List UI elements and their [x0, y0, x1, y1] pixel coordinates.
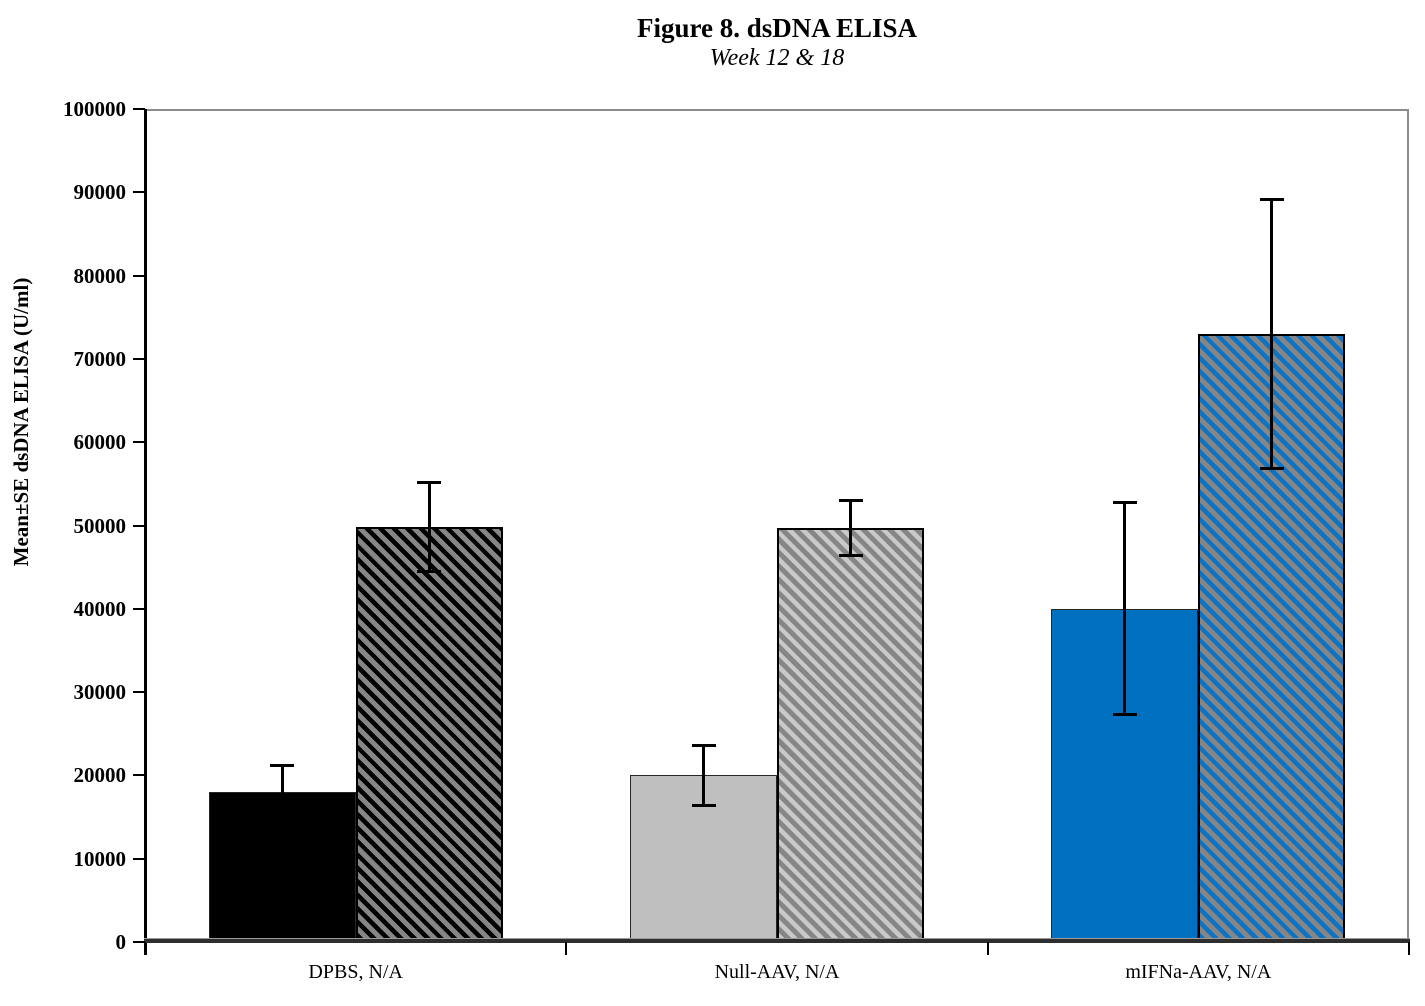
error-bar-cap-top	[1112, 501, 1137, 505]
error-bar-cap-top	[691, 743, 716, 747]
plot-border-top	[145, 109, 1409, 111]
y-axis-tick	[133, 607, 145, 610]
y-tick-label: 80000	[73, 263, 127, 288]
error-bar-cap-bottom	[1112, 713, 1137, 717]
error-bar-cap-top	[417, 481, 442, 485]
x-axis-tick	[986, 942, 989, 955]
x-axis-tick	[1408, 942, 1410, 955]
y-tick-label: 30000	[73, 680, 127, 705]
error-bar-line	[1270, 198, 1274, 469]
error-bar-line	[849, 499, 852, 557]
y-axis-tick	[133, 524, 145, 527]
error-bar-line	[427, 482, 431, 573]
y-axis-tick	[133, 441, 145, 444]
y-tick-label: 20000	[73, 763, 127, 788]
y-axis-tick	[133, 357, 145, 360]
y-tick-label: 90000	[73, 180, 127, 205]
y-axis-tick	[133, 274, 145, 277]
title-block: Figure 8. dsDNA ELISA Week 12 & 18	[377, 12, 1177, 72]
y-axis-tick	[133, 108, 145, 110]
y-axis-tick	[133, 691, 145, 694]
error-bar-line	[702, 744, 705, 807]
bar-hatched-1	[355, 527, 503, 941]
bar-hatched-3	[1198, 333, 1346, 941]
error-bar-cap-bottom	[691, 804, 716, 808]
x-category-label: Null-AAV, N/A	[714, 961, 840, 983]
error-bar-line	[1123, 502, 1127, 716]
error-bar-cap-bottom	[1259, 466, 1284, 470]
y-axis-tick	[133, 774, 145, 777]
error-bar-cap-bottom	[417, 570, 442, 574]
y-axis-tick	[133, 857, 145, 860]
error-bar-cap-top	[1259, 197, 1284, 201]
error-bar-cap-top	[838, 498, 863, 502]
y-axis-title: Mean±SE dsDNA ELISA (U/ml)	[9, 277, 33, 567]
y-tick-label: 10000	[73, 846, 127, 871]
y-tick-label: 60000	[73, 430, 127, 455]
y-tick-label: 40000	[73, 596, 127, 621]
x-axis-line	[144, 938, 1410, 943]
error-bar-cap-top	[270, 763, 295, 767]
y-tick-label: 100000	[63, 97, 126, 121]
y-axis-line	[144, 109, 147, 955]
error-bar-line	[280, 764, 284, 820]
x-axis-tick	[144, 942, 146, 955]
chart-title: Figure 8. dsDNA ELISA	[636, 13, 918, 43]
x-category-label: DPBS, N/A	[308, 961, 403, 983]
x-axis-tick	[565, 942, 568, 955]
y-tick-label: 50000	[73, 513, 127, 538]
error-bar-cap-bottom	[838, 554, 863, 558]
plot-area	[144, 109, 1410, 955]
y-axis-tick	[133, 941, 145, 943]
y-tick-label: 70000	[73, 346, 127, 371]
chart-subtitle: Week 12 & 18	[709, 45, 845, 71]
x-category-label: mIFNa-AAV, N/A	[1125, 961, 1272, 983]
y-tick-label: 0	[115, 930, 127, 954]
y-axis-tick	[133, 191, 145, 194]
error-bar-cap-bottom	[270, 817, 295, 821]
plot-border-right	[1407, 109, 1409, 942]
bar-hatched-2	[777, 528, 924, 941]
